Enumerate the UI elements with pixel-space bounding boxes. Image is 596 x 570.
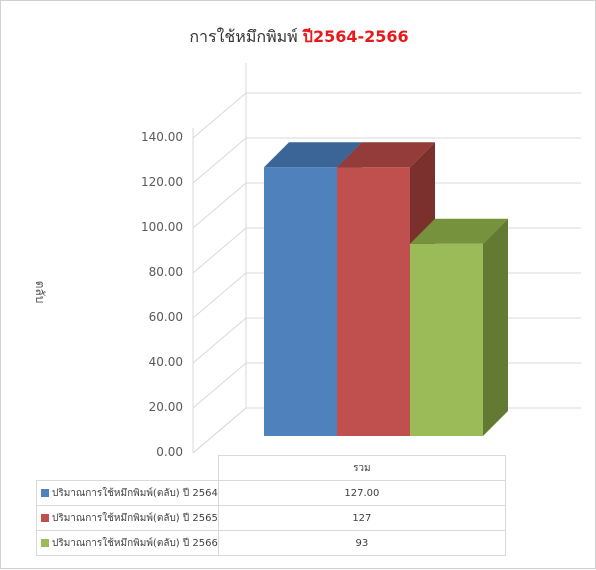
y-tick-label: 20.00: [148, 400, 183, 414]
y-tick-label: 60.00: [148, 310, 183, 324]
data-label: 93: [217, 530, 506, 556]
bar-side-2: [483, 218, 508, 436]
data-label: 127.00: [217, 480, 506, 506]
bar-top-0: [264, 142, 362, 168]
bar-top-2: [410, 218, 508, 244]
bar-top-1: [337, 142, 435, 168]
side-gridline: [192, 317, 247, 364]
side-gridline: [192, 137, 247, 184]
table-row: ปริมาณการใช้หมึกพิมพ์(ตลับ) ปี 2564 127.…: [36, 480, 506, 506]
side-gridline: [192, 227, 247, 274]
category-label: รวม: [217, 455, 506, 481]
y-tick-label: 40.00: [148, 355, 183, 369]
legend-label: ปริมาณการใช้หมึกพิมพ์(ตลับ) ปี 2565: [52, 512, 218, 524]
data-table: รวม ปริมาณการใช้หมึกพิมพ์(ตลับ) ปี 2564 …: [36, 455, 506, 556]
legend-swatch-2565: [41, 513, 49, 522]
chart-title: การใช้หมึกพิมพ์ ปี2564-2566: [189, 27, 409, 46]
table-row: ปริมาณการใช้หมึกพิมพ์(ตลับ) ปี 2565 127: [36, 505, 506, 531]
y-tick-label: 120.00: [141, 175, 183, 189]
y-axis-label: ตลับ: [33, 280, 47, 304]
legend-swatch-2566: [41, 538, 49, 547]
side-gridline: [192, 272, 247, 319]
data-label: 127: [217, 505, 506, 531]
table-header-row: รวม: [36, 455, 506, 481]
y-tick-label: 140.00: [141, 130, 183, 144]
legend-label: ปริมาณการใช้หมึกพิมพ์(ตลับ) ปี 2564: [52, 487, 218, 499]
y-tick-label: 100.00: [141, 220, 183, 234]
floor-edge: [192, 407, 247, 454]
table-row: ปริมาณการใช้หมึกพิมพ์(ตลับ) ปี 2566 93: [36, 530, 506, 556]
bar-front-0: [264, 167, 337, 436]
side-gridline: [192, 362, 247, 409]
side-gridline: [192, 92, 247, 139]
y-tick-label: 80.00: [148, 265, 183, 279]
bar-front-2: [410, 243, 483, 436]
legend-swatch-2564: [41, 488, 49, 497]
bar-front-1: [337, 167, 410, 436]
side-gridline: [192, 182, 247, 229]
legend-label: ปริมาณการใช้หมึกพิมพ์(ตลับ) ปี 2566: [52, 537, 218, 549]
